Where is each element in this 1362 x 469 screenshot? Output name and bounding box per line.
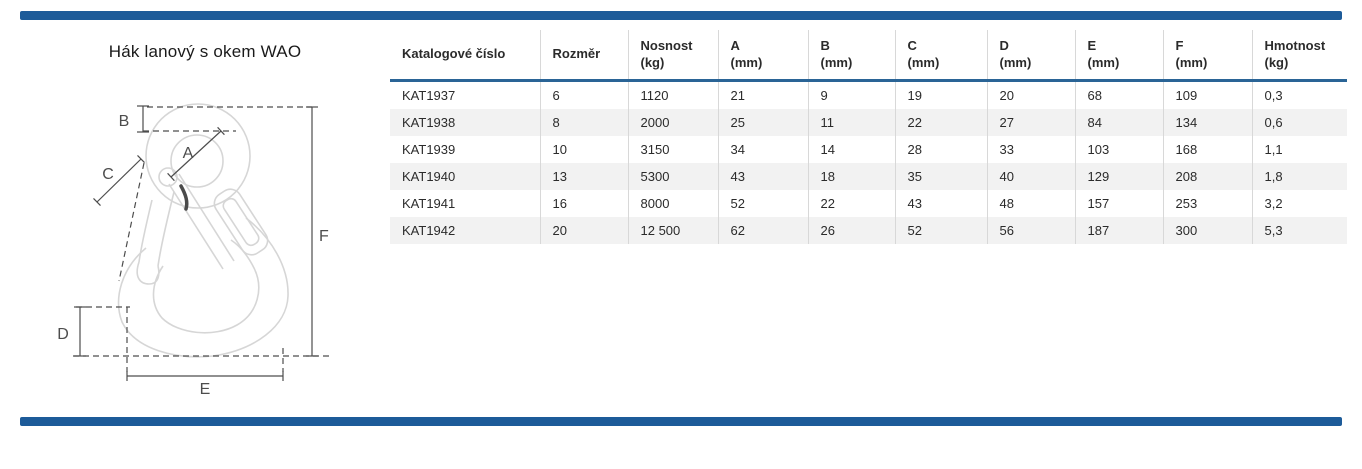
- table-cell: 157: [1074, 190, 1163, 217]
- table-header: Katalogové číslo Rozměr Nosnost (kg) A (…: [390, 30, 1347, 82]
- table-cell: 0,3: [1251, 80, 1347, 109]
- dim-label-c: C: [102, 166, 114, 183]
- table-cell: 129: [1074, 163, 1163, 190]
- table-cell: 1,1: [1251, 136, 1347, 163]
- col-header-load-capacity: Nosnost (kg): [627, 30, 718, 82]
- table-cell: 52: [894, 217, 987, 244]
- table-cell: 208: [1162, 163, 1252, 190]
- table-cell: KAT1940: [402, 169, 456, 184]
- table-cell: 22: [807, 190, 895, 217]
- product-title: Hák lanový s okem WAO: [108, 42, 302, 61]
- table-cell: 8000: [627, 190, 718, 217]
- table-cell: 35: [894, 163, 987, 190]
- col-header-d-mm: D (mm): [986, 30, 1075, 82]
- table-cell: 3150: [627, 136, 718, 163]
- dim-label-b: B: [119, 113, 130, 130]
- table-body: KAT1937 6 1120 21 9 19 20 68 109 0,3 KAT1938 8 2000 2…: [390, 80, 1347, 244]
- table-cell: 40: [986, 163, 1075, 190]
- table-cell: 1120: [627, 80, 718, 109]
- table-cell: 9: [807, 80, 895, 109]
- dim-label-a: A: [183, 145, 194, 162]
- table-row: KAT1941 16 8000 52 22 43 48 157 253 3,2: [390, 190, 1347, 217]
- table-cell: 14: [807, 136, 895, 163]
- col-header-catalog-number: Katalogové číslo: [390, 30, 540, 82]
- table-cell: 3,2: [1251, 190, 1347, 217]
- col-header-a-mm: A (mm): [717, 30, 808, 82]
- dimension-labels: B A C F D E: [57, 113, 329, 398]
- table-cell: 22: [894, 109, 987, 136]
- dim-label-f: F: [319, 228, 329, 245]
- dimension-lines: [73, 105, 330, 381]
- table-cell: 253: [1162, 190, 1252, 217]
- table-cell: 21: [717, 80, 808, 109]
- table-cell: 5,3: [1251, 217, 1347, 244]
- table-cell: 48: [986, 190, 1075, 217]
- table-cell: 18: [807, 163, 895, 190]
- table-cell: 25: [717, 109, 808, 136]
- table-cell: 20: [986, 80, 1075, 109]
- top-divider-bar: [20, 11, 1342, 20]
- table-cell: 0,6: [1251, 109, 1347, 136]
- col-header-e-mm: E (mm): [1074, 30, 1163, 82]
- table-cell: 6: [539, 80, 628, 109]
- hook-technical-drawing: B A C F D E: [57, 103, 330, 398]
- table-cell: 26: [807, 217, 895, 244]
- table-cell: 28: [894, 136, 987, 163]
- table-row: KAT1937 6 1120 21 9 19 20 68 109 0,3: [390, 80, 1347, 109]
- table-cell: 68: [1074, 80, 1163, 109]
- table-row: KAT1938 8 2000 25 11 22 27 84 134 0,6: [390, 109, 1347, 136]
- table-cell: 20: [539, 217, 628, 244]
- table-cell: 10: [539, 136, 628, 163]
- dim-label-d: D: [57, 326, 69, 343]
- table-cell: KAT1939: [402, 142, 456, 157]
- col-header-weight: Hmotnost (kg): [1251, 30, 1347, 82]
- table-cell: 134: [1162, 109, 1252, 136]
- table-cell: 43: [717, 163, 808, 190]
- table-cell: 84: [1074, 109, 1163, 136]
- table-cell: 27: [986, 109, 1075, 136]
- table-cell: 43: [894, 190, 987, 217]
- table-row: KAT1940 13 5300 43 18 35 40 129 208 1,8: [390, 163, 1347, 190]
- table-cell: 62: [717, 217, 808, 244]
- col-header-b-mm: B (mm): [807, 30, 895, 82]
- table-cell: 168: [1162, 136, 1252, 163]
- spec-table: Katalogové číslo Rozměr Nosnost (kg) A (…: [390, 30, 1347, 244]
- table-cell: 103: [1074, 136, 1163, 163]
- dim-label-e: E: [200, 381, 211, 398]
- table-cell: 5300: [627, 163, 718, 190]
- table-cell: 300: [1162, 217, 1252, 244]
- col-header-c-mm: C (mm): [894, 30, 987, 82]
- table-cell: KAT1938: [402, 115, 456, 130]
- bottom-divider-bar: [20, 417, 1342, 426]
- table-row: KAT1942 20 12 500 62 26 52 56 187 300 5,3: [390, 217, 1347, 244]
- table-cell: 13: [539, 163, 628, 190]
- table-cell: 2000: [627, 109, 718, 136]
- table-cell: 12 500: [627, 217, 718, 244]
- table-cell: 19: [894, 80, 987, 109]
- table-cell: 11: [807, 109, 895, 136]
- col-header-f-mm: F (mm): [1162, 30, 1252, 82]
- table-cell: 33: [986, 136, 1075, 163]
- hook-outline: [117, 103, 289, 358]
- table-header-row: Katalogové číslo Rozměr Nosnost (kg) A (…: [390, 30, 1347, 82]
- table-cell: KAT1942: [402, 223, 456, 238]
- table-cell: 1,8: [1251, 163, 1347, 190]
- table-cell: 8: [539, 109, 628, 136]
- table-cell: KAT1937: [402, 88, 456, 103]
- table-cell: KAT1941: [402, 196, 456, 211]
- table-cell: 187: [1074, 217, 1163, 244]
- col-header-size: Rozměr: [539, 30, 628, 82]
- table-row: KAT1939 10 3150 34 14 28 33 103 168 1,1: [390, 136, 1347, 163]
- table-cell: 56: [986, 217, 1075, 244]
- table-cell: 109: [1162, 80, 1252, 109]
- table-cell: 52: [717, 190, 808, 217]
- table-cell: 34: [717, 136, 808, 163]
- table-cell: 16: [539, 190, 628, 217]
